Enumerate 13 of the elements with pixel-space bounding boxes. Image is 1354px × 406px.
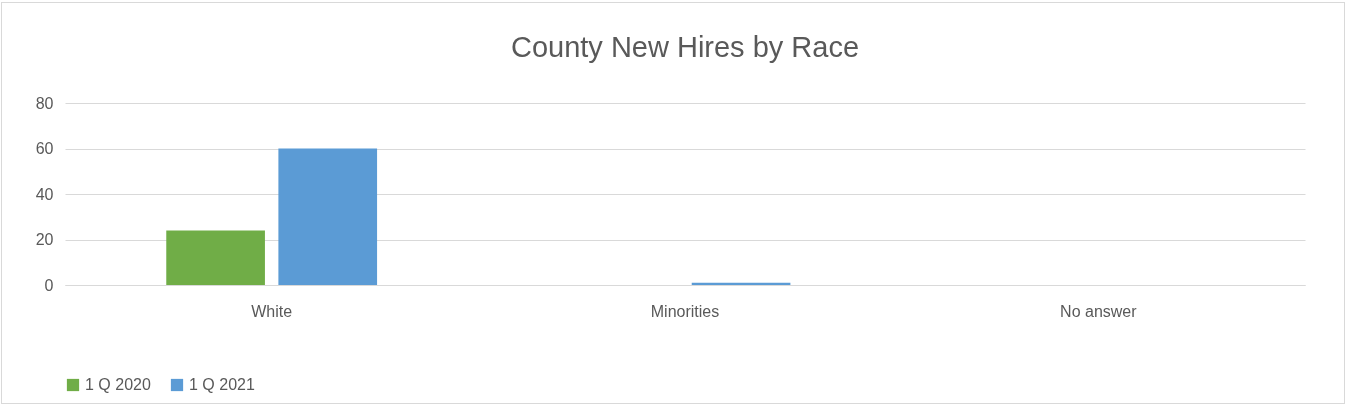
y-tick-label: 40 [35,185,54,203]
bar [166,230,265,285]
chart-title: County New Hires by Race [510,31,860,63]
x-tick-label: White [251,302,293,320]
y-tick-label: 0 [44,276,54,294]
x-tick-label: Minorities [650,302,720,320]
y-tick-label: 60 [35,140,54,157]
legend-label: 1 Q 2021 [189,376,255,393]
bar [278,148,378,285]
x-tick-label: No answer [1060,302,1138,320]
y-tick-label: 20 [35,231,54,248]
y-tick-label: 80 [35,94,54,112]
legend-label: 1 Q 2020 [85,376,151,393]
